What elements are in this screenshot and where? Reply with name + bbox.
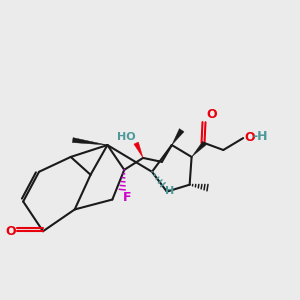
Text: H: H [165,186,174,196]
Polygon shape [192,141,206,157]
Polygon shape [134,142,143,158]
Text: HO: HO [116,132,135,142]
Text: O: O [6,225,16,238]
Text: O: O [244,130,255,144]
Text: O: O [206,108,217,121]
Text: -H: -H [252,130,268,142]
Text: F: F [123,190,132,204]
Polygon shape [172,129,184,145]
Polygon shape [72,138,107,145]
